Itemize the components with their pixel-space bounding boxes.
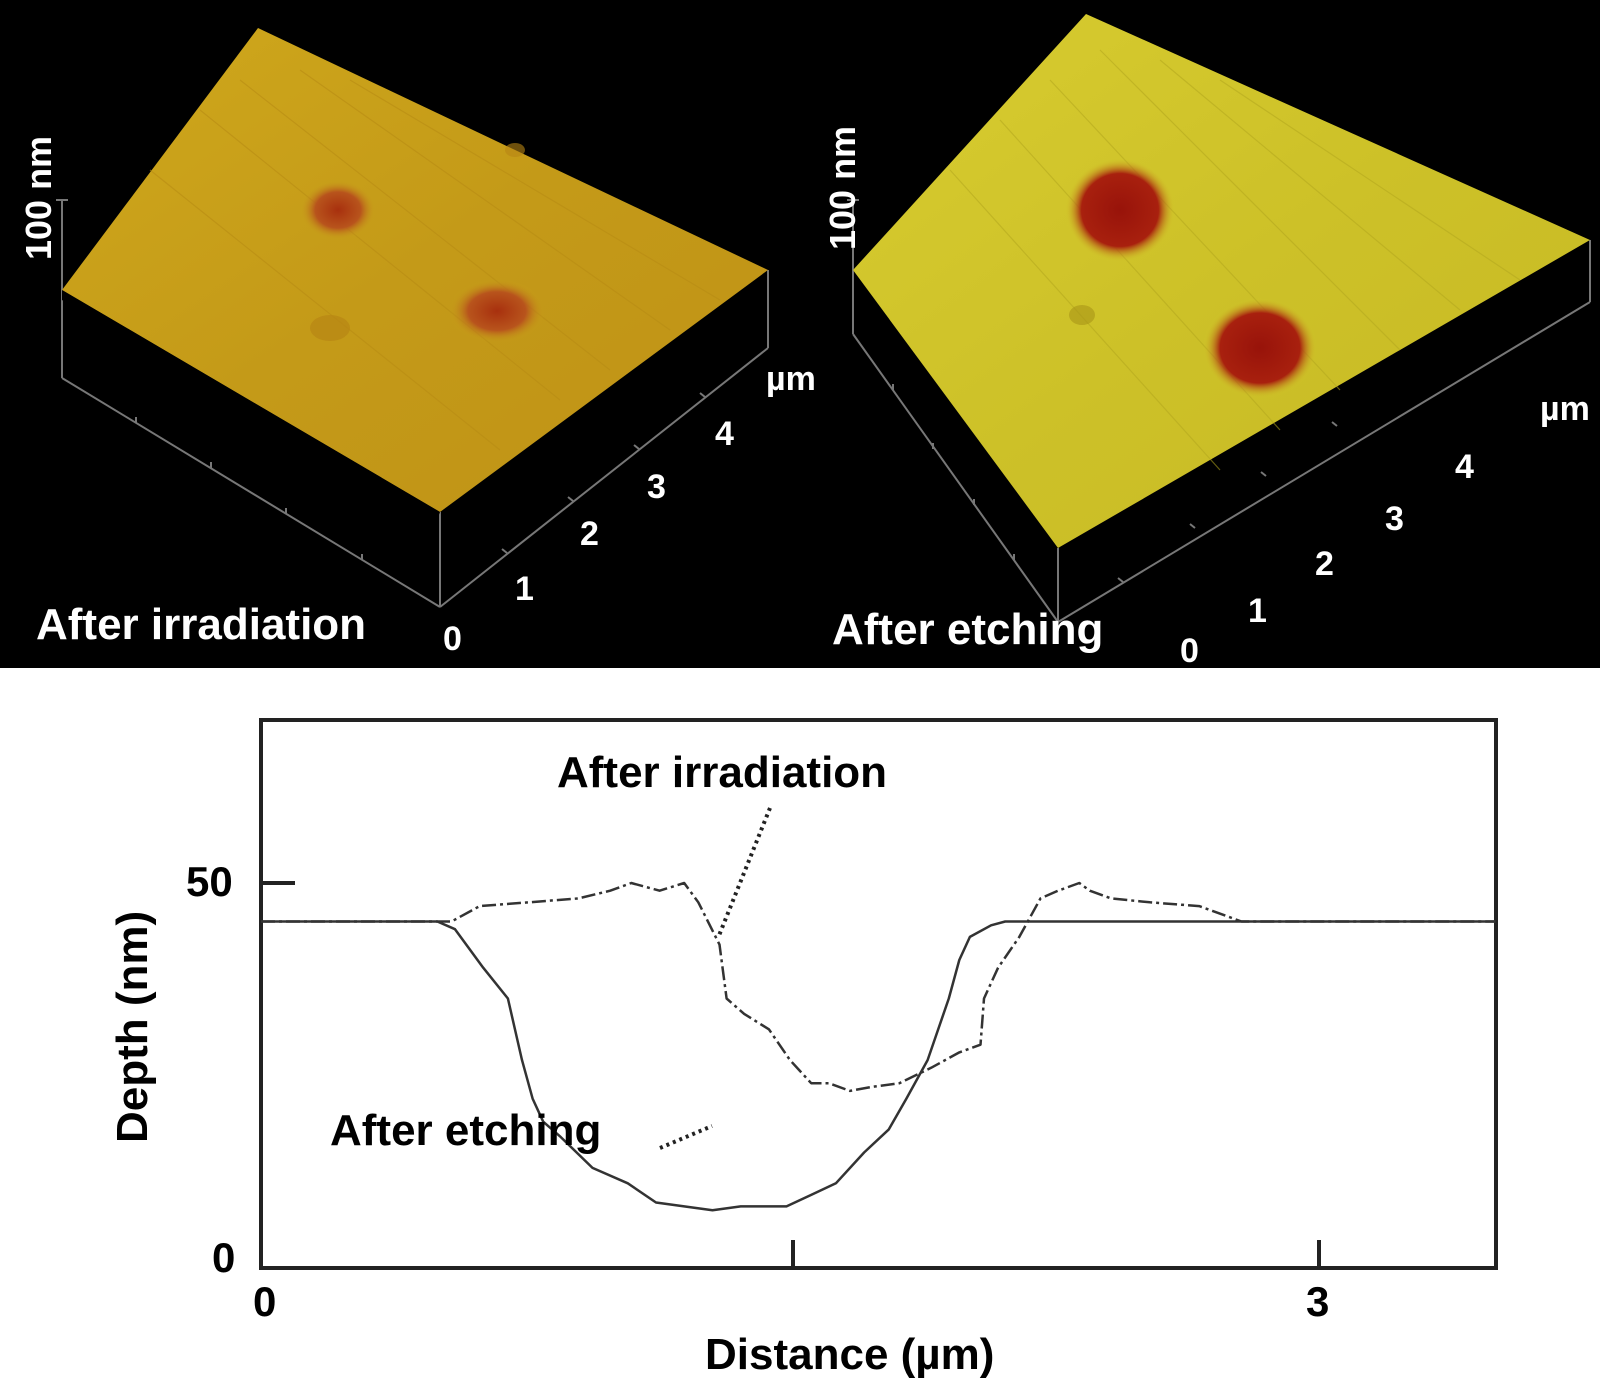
x-axis-label: Distance (µm) bbox=[705, 1330, 995, 1379]
z-scale-label: 100 nm bbox=[822, 125, 863, 250]
xy-tick: 2 bbox=[580, 515, 599, 553]
pit-1 bbox=[300, 180, 376, 240]
afm-surface-irradiation bbox=[56, 28, 769, 608]
xy-unit-label: µm bbox=[766, 360, 816, 398]
xy-tick: 2 bbox=[1315, 545, 1334, 583]
x-tick-label-3: 3 bbox=[1306, 1278, 1330, 1325]
panel-title-irradiation: After irradiation bbox=[36, 600, 367, 649]
plot-frame bbox=[259, 718, 1498, 1270]
afm-images-band: 100 nm µm 0 1 2 3 4 After irradiation bbox=[0, 0, 1600, 670]
leader-etching bbox=[659, 1124, 713, 1150]
profile-plot-area bbox=[259, 718, 1498, 1270]
pit-2 bbox=[1203, 298, 1317, 398]
xy-unit-label: µm bbox=[1540, 390, 1590, 428]
xy-tick: 4 bbox=[1455, 448, 1474, 486]
annotation-irradiation: After irradiation bbox=[557, 748, 888, 797]
y-tick-label-0: 0 bbox=[212, 1234, 236, 1281]
xy-tick: 3 bbox=[1385, 500, 1404, 538]
y-tick-label-50: 50 bbox=[186, 858, 233, 905]
depth-profile-chart: After irradiation After etching 50 0 0 3… bbox=[0, 668, 1600, 1394]
xy-tick: 3 bbox=[647, 468, 666, 506]
panel-title-etching: After etching bbox=[832, 605, 1104, 654]
series-after-irradiation bbox=[261, 881, 1496, 1093]
y-axis-label: Depth (nm) bbox=[108, 910, 157, 1143]
xy-tick: 0 bbox=[443, 620, 462, 658]
afm-surface-etching bbox=[847, 14, 1591, 623]
xy-tick: 4 bbox=[715, 415, 734, 453]
afm-panel-irradiation: 100 nm µm 0 1 2 3 4 After irradiation bbox=[0, 0, 816, 668]
xy-tick: 0 bbox=[1180, 632, 1199, 670]
pit-1 bbox=[1065, 158, 1175, 262]
xy-tick: 1 bbox=[515, 570, 534, 608]
series-after-etching bbox=[261, 920, 1496, 1212]
leader-irradiation bbox=[716, 807, 772, 939]
pit-2 bbox=[449, 279, 545, 343]
x-tick-label-0: 0 bbox=[253, 1278, 277, 1325]
annotation-etching: After etching bbox=[330, 1106, 602, 1155]
afm-panel-etching: 100 nm µm 0 1 2 3 4 After etching bbox=[800, 0, 1600, 670]
xy-tick: 1 bbox=[1248, 592, 1267, 630]
z-scale-label: 100 nm bbox=[18, 135, 59, 260]
